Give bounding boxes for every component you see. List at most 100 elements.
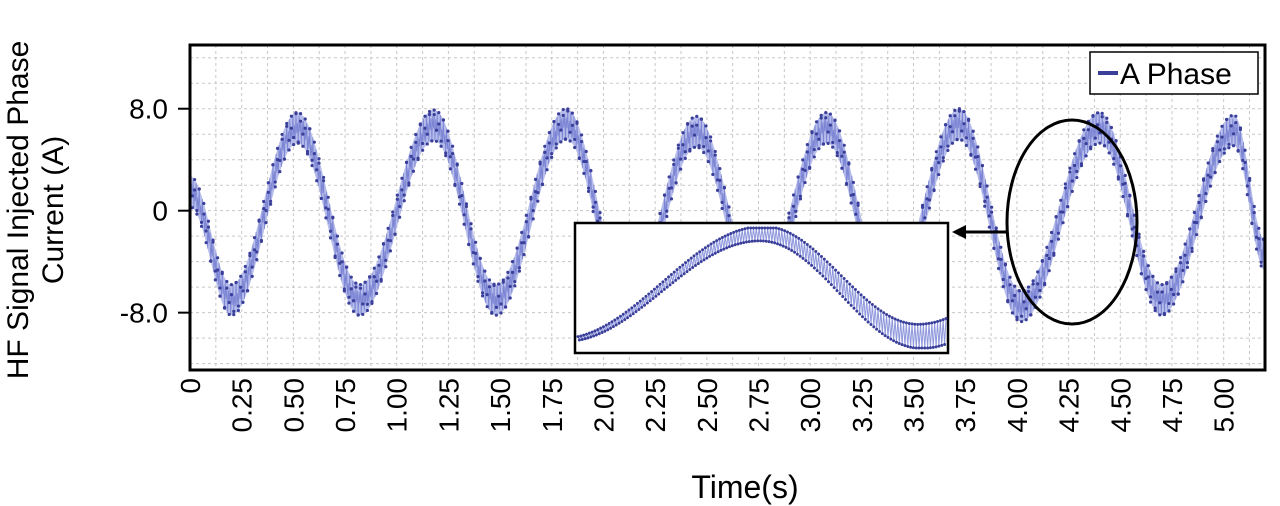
series-point [575, 120, 579, 124]
series-point [720, 200, 724, 204]
series-point [591, 209, 595, 214]
inset-point [927, 321, 931, 325]
series-point [798, 194, 803, 198]
inset-point [851, 285, 855, 289]
series-point [485, 293, 489, 297]
inset-point [916, 322, 920, 326]
series-path [189, 110, 1266, 319]
series-point [1063, 182, 1067, 186]
x-tick-label: 5.00 [1209, 378, 1240, 433]
series-point [365, 308, 369, 313]
series-point [216, 268, 220, 272]
plot-frame [188, 43, 1267, 372]
series-point [1245, 184, 1249, 188]
series-point [847, 161, 851, 165]
inset-point [903, 344, 907, 348]
series-point [1213, 171, 1217, 175]
series-point [421, 141, 425, 146]
series-point [190, 194, 194, 198]
series-point [1098, 141, 1102, 145]
series-point [683, 156, 687, 160]
series-point [1072, 152, 1077, 156]
series-point [1013, 293, 1017, 298]
series-point [439, 139, 443, 143]
inset-point [834, 268, 838, 272]
inset-point [917, 346, 921, 350]
series-point [411, 157, 416, 161]
x-axis-ticks: 0 0.25 0.50 0.75 1.00 1.25 1.50 1.75 2.00 2.25 2.5… [175, 378, 1240, 433]
series-point [665, 209, 669, 213]
inset-point [746, 226, 750, 230]
series-point [950, 130, 955, 134]
series-point [1218, 159, 1222, 164]
inset-point [621, 312, 625, 316]
series-point [464, 202, 469, 206]
inset-point [852, 306, 856, 310]
series-point [328, 229, 333, 233]
series-point [1174, 267, 1178, 271]
inset-point [940, 343, 944, 347]
series-point [1006, 300, 1010, 304]
inset-point [886, 335, 890, 339]
series-point [685, 122, 690, 126]
series-point [262, 199, 266, 204]
x-tick-label: 3.75 [950, 378, 981, 433]
series-point [692, 145, 697, 149]
series-point [577, 156, 581, 161]
series-point [1148, 300, 1153, 304]
series-point [322, 179, 326, 183]
series-point [794, 214, 798, 219]
inset-point [914, 346, 918, 350]
series-point [1043, 283, 1047, 287]
inset-point [781, 244, 785, 248]
series-point [1259, 264, 1263, 268]
series-point [819, 113, 823, 117]
inset-point [873, 305, 877, 309]
series-point [1045, 245, 1049, 249]
series-point [584, 159, 588, 164]
series-point [561, 107, 565, 112]
series-point [308, 127, 312, 131]
series-point [1121, 194, 1125, 199]
series-point [1236, 149, 1240, 153]
x-tick-label: 4.75 [1157, 378, 1188, 433]
inset-point [742, 241, 746, 245]
series-point [349, 287, 353, 291]
series-point [497, 282, 501, 286]
series-point [1008, 283, 1012, 287]
series-point [206, 225, 211, 229]
series-point [1112, 156, 1116, 161]
x-tick-label: 3.00 [795, 378, 826, 433]
inset-point [841, 295, 845, 299]
series-point [430, 139, 434, 143]
inset-point [784, 245, 788, 249]
series-point [803, 168, 807, 173]
series-point [658, 211, 662, 216]
series-point [335, 242, 340, 246]
series-point [236, 304, 240, 308]
inset-point [732, 230, 736, 234]
series-point [1059, 210, 1063, 214]
series-point [681, 131, 685, 135]
series-point [978, 184, 982, 189]
series-point [727, 213, 731, 218]
inset-point [812, 266, 816, 270]
inset-point [804, 259, 808, 263]
series-point [1008, 275, 1012, 279]
series-point [245, 289, 250, 293]
x-tick-label: 2.00 [588, 378, 619, 433]
inset-point [580, 337, 584, 341]
series-point [361, 312, 365, 316]
series-point [1086, 128, 1090, 132]
series-point [287, 148, 291, 152]
series-point [351, 299, 356, 303]
series-point [584, 149, 588, 154]
series-point [243, 264, 247, 269]
inset-point [705, 256, 709, 260]
inset-point [609, 326, 613, 330]
inset-point [593, 329, 597, 333]
inset-point [616, 316, 620, 320]
inset-point [650, 290, 654, 294]
series-point [582, 171, 586, 176]
series-point [421, 148, 425, 152]
